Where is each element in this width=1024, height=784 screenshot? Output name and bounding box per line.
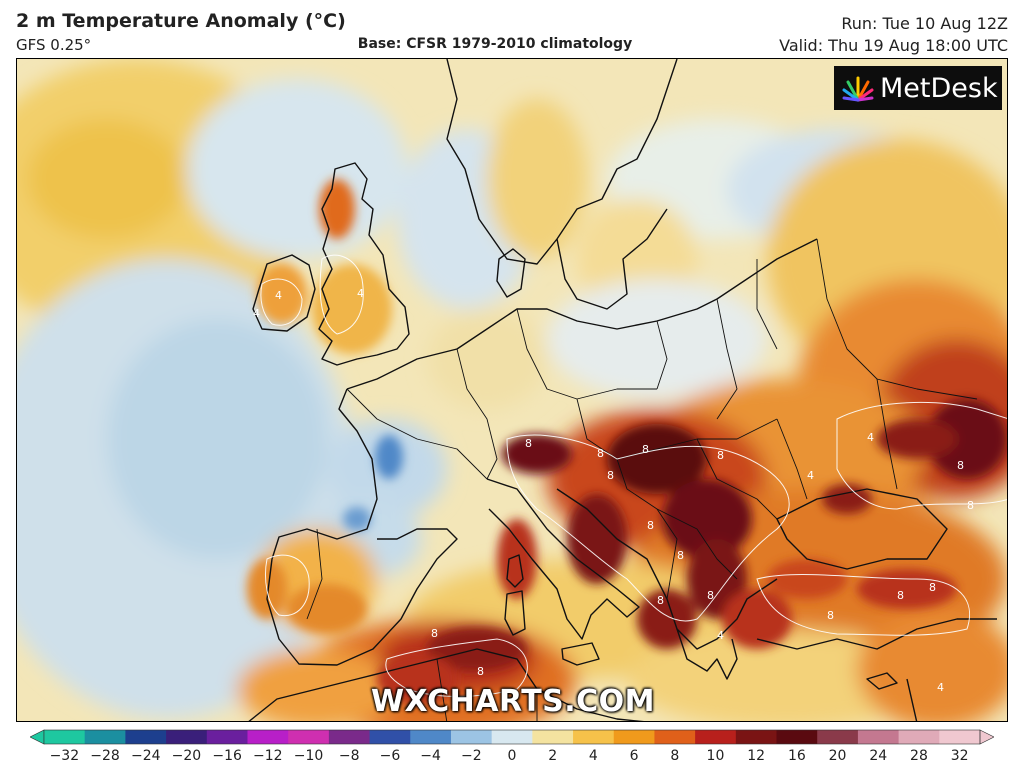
- colorbar-tick-label: 10: [706, 748, 725, 764]
- colorbar-tick-label: −10: [293, 748, 324, 764]
- colorbar-tick-label: 4: [588, 748, 598, 764]
- colorbar-tick-label: −16: [212, 748, 242, 764]
- colorbar-right-arrow: [979, 729, 995, 745]
- contour-label: 4: [807, 469, 814, 482]
- colorbar-swatch: [328, 730, 371, 744]
- colorbar-swatch: [695, 730, 737, 744]
- colorbar-swatch: [491, 730, 533, 744]
- contour-label: 4: [717, 629, 724, 642]
- colorbar-tick-label: 12: [747, 748, 766, 764]
- contour-label: 4: [357, 287, 364, 300]
- map-canvas: 4 4 4 8 8 8 8 8 8 8 8 8 8 4 4 8 8 8 8 4 …: [17, 59, 1007, 721]
- colorbar-swatch: [613, 730, 655, 744]
- colorbar-tick-label: 24: [869, 748, 888, 764]
- contour-label: 8: [967, 499, 974, 512]
- colorbar-swatch: [410, 730, 452, 744]
- contour-label: 8: [677, 549, 684, 562]
- contour-label: 8: [957, 459, 964, 472]
- anomaly-map[interactable]: 4 4 4 8 8 8 8 8 8 8 8 8 8 4 4 8 8 8 8 4 …: [16, 58, 1008, 722]
- colorbar-scale: [29, 729, 995, 745]
- colorbar-tick-label: −6: [379, 748, 401, 764]
- metdesk-sunburst-icon: [842, 76, 874, 102]
- colorbar-swatch: [288, 730, 330, 744]
- contour-label: 8: [647, 519, 654, 532]
- colorbar-swatch: [939, 730, 981, 744]
- colorbar-tick-label: −24: [130, 748, 161, 764]
- wxcharts-watermark: WXCHARTS.COM: [370, 684, 656, 719]
- colorbar-swatch: [450, 730, 493, 744]
- metdesk-logo-text: MetDesk: [880, 72, 998, 104]
- contour-label: 4: [867, 431, 874, 444]
- colorbar: −32 −28 −24 −20 −16 −12 −10 −8 −6 −4 −2 0 2 4 6 8 10 12 16…: [29, 728, 995, 774]
- colorbar-swatch: [166, 730, 208, 744]
- colorbar-ticks: −32 −28 −24 −20 −16 −12 −10 −8 −6 −4 −2 0 2 4 6 8 10 12 16…: [30, 748, 994, 768]
- colorbar-swatch: [84, 730, 126, 744]
- contour-label: 4: [275, 289, 282, 302]
- contour-label: 4: [937, 681, 944, 694]
- climatology-base-label: Base: CFSR 1979-2010 climatology: [357, 36, 633, 52]
- colorbar-swatch: [206, 730, 248, 744]
- contour-label: 8: [525, 437, 532, 450]
- colorbar-tick-label: −20: [171, 748, 202, 764]
- colorbar-swatch: [369, 730, 411, 744]
- colorbar-tick-label: 32: [950, 748, 969, 764]
- contour-label: 8: [607, 469, 614, 482]
- colorbar-tick-label: 28: [910, 748, 928, 764]
- colorbar-tick-label: −32: [49, 748, 80, 764]
- anomaly-field: [17, 59, 1007, 721]
- colorbar-frame: [43, 729, 981, 745]
- contours: [260, 254, 1007, 697]
- colorbar-swatch: [654, 730, 696, 744]
- borders: [306, 238, 978, 721]
- contour-labels: 4 4 4 8 8 8 8 8 8 8 8 8 8 4 4 8 8 8 8 4 …: [253, 287, 974, 694]
- colorbar-swatch: [776, 730, 818, 744]
- colorbar-swatch: [44, 730, 86, 744]
- colorbar-tick-label: 0: [507, 748, 517, 764]
- contour-label: 8: [477, 665, 484, 678]
- colorbar-tick-label: −8: [338, 748, 360, 764]
- colorbar-tick-label: 16: [787, 748, 806, 764]
- valid-time-label: Valid: Thu 19 Aug 18:00 UTC: [779, 36, 1008, 55]
- colorbar-tick-label: −12: [253, 748, 283, 764]
- run-time-label: Run: Tue 10 Aug 12Z: [841, 14, 1008, 33]
- metdesk-logo: MetDesk: [834, 66, 1002, 110]
- colorbar-swatch: [898, 730, 940, 744]
- contour-label: 8: [929, 581, 936, 594]
- contour-label: 4: [253, 307, 260, 320]
- colorbar-swatch: [817, 730, 859, 744]
- colorbar-swatch: [857, 730, 900, 744]
- chart-header: 2 m Temperature Anomaly (°C) GFS 0.25° B…: [0, 0, 1024, 58]
- colorbar-swatch: [573, 730, 615, 744]
- colorbar-tick-label: 6: [629, 748, 639, 764]
- colorbar-swatch: [125, 730, 167, 744]
- contour-label: 8: [827, 609, 834, 622]
- contour-label: 8: [897, 589, 904, 602]
- model-label: GFS 0.25°: [16, 36, 92, 54]
- colorbar-swatch: [247, 730, 289, 744]
- colorbar-left-arrow: [29, 729, 45, 745]
- colorbar-tick-label: 20: [828, 748, 847, 764]
- contour-label: 8: [717, 449, 724, 462]
- contour-label: 8: [597, 447, 604, 460]
- contour-label: 8: [707, 589, 714, 602]
- coastlines: [248, 59, 997, 721]
- contour-label: 8: [431, 627, 438, 640]
- chart-title: 2 m Temperature Anomaly (°C): [16, 10, 346, 32]
- colorbar-tick-label: 8: [670, 748, 680, 764]
- colorbar-tick-label: 2: [548, 748, 558, 764]
- contour-label: 8: [642, 443, 649, 456]
- colorbar-tick-label: −4: [420, 748, 441, 764]
- colorbar-swatch: [532, 730, 574, 744]
- colorbar-tick-label: −2: [460, 748, 482, 764]
- colorbar-swatch: [735, 730, 778, 744]
- contour-label: 8: [657, 594, 664, 607]
- colorbar-tick-label: −28: [90, 748, 120, 764]
